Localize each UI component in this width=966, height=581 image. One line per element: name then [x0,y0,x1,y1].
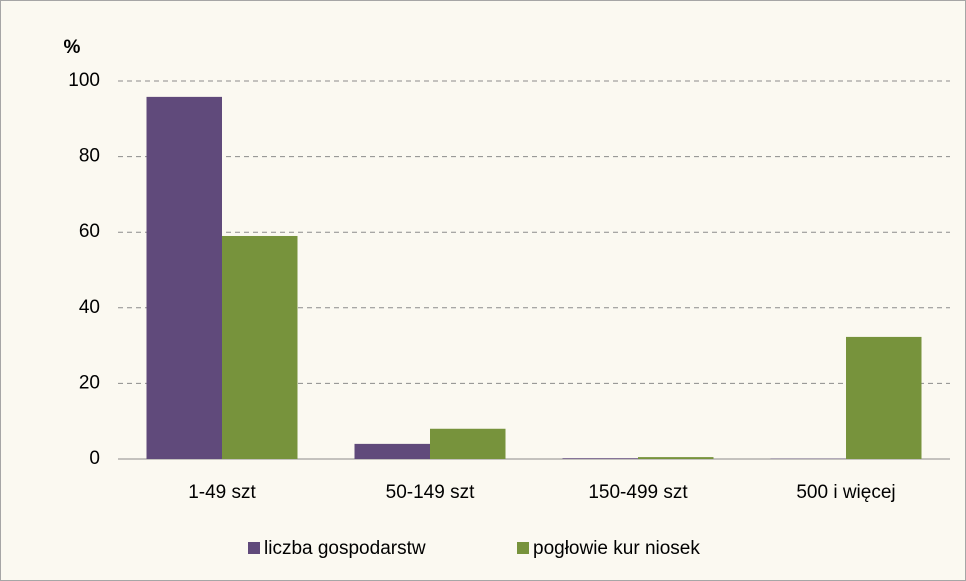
bar [638,457,714,459]
y-tick-label: 100 [68,70,100,91]
y-tick-label: 20 [79,372,100,393]
bar [430,428,506,459]
x-tick-label: 1-49 szt [188,482,256,503]
x-tick-label: 150-499 szt [588,482,688,503]
x-tick-label: 500 i więcej [796,482,895,503]
y-tick-label: 60 [79,221,100,242]
legend-label: liczba gospodarstw [264,538,426,559]
bar [146,96,222,459]
bar [846,336,922,459]
bar [562,458,638,459]
x-tick-label: 50-149 szt [386,482,475,503]
legend-label: pogłowie kur niosek [533,538,700,559]
y-tick-label: 0 [89,448,100,469]
bar [222,235,298,459]
legend-swatch [248,542,260,554]
legend-swatch [517,542,529,554]
y-tick-label: 80 [79,146,100,167]
y-axis-label: % [64,37,81,58]
y-tick-label: 40 [79,297,100,318]
bar [354,443,430,459]
